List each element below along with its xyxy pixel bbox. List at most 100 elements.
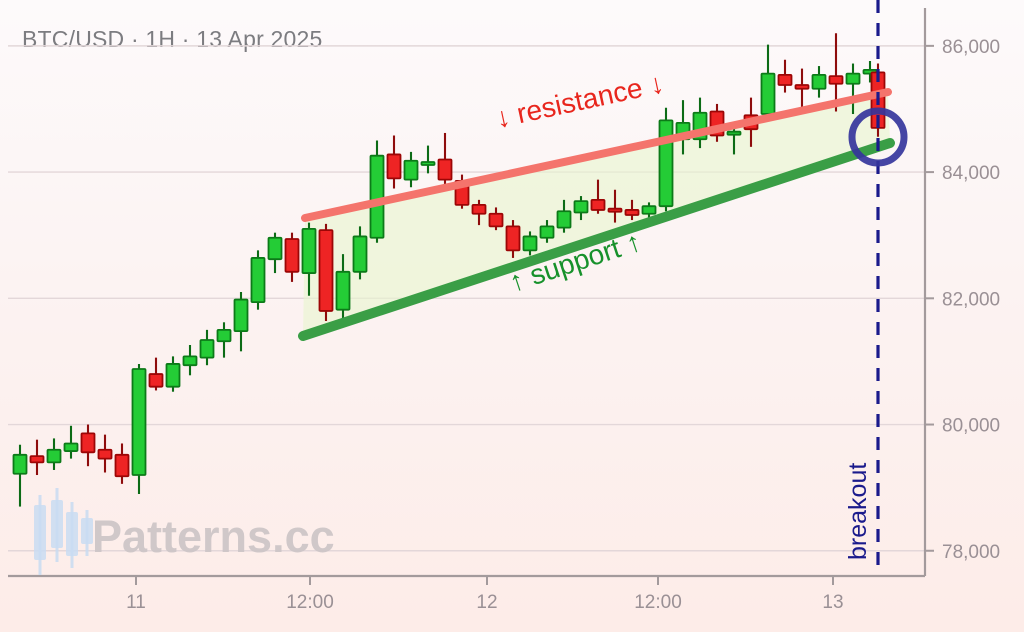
candlestick [471, 199, 487, 226]
candle-body [250, 257, 266, 303]
candle-body [284, 238, 300, 273]
candle-body [97, 448, 113, 460]
candlestick [46, 438, 62, 470]
candle-body [556, 210, 572, 229]
candle-body [811, 73, 827, 90]
breakout-circle-marker [848, 107, 908, 167]
y-axis-tick-label: 82,000 [942, 289, 1000, 310]
candle-body [216, 328, 232, 343]
candlestick [301, 222, 317, 296]
y-axis-tick-label: 86,000 [942, 37, 1000, 58]
x-axis-tick-label: 12:00 [286, 592, 334, 613]
candle-body [726, 130, 742, 136]
candlestick [811, 66, 827, 98]
candle-body [607, 207, 623, 213]
candlestick [641, 202, 657, 219]
candlestick [335, 254, 351, 327]
candle-body [641, 205, 657, 215]
y-axis-tick-label: 80,000 [942, 416, 1000, 437]
candlestick [352, 226, 368, 280]
candle-body [522, 235, 538, 252]
page-title: BTC/USD · 1H · 13 Apr 2025 [22, 26, 323, 52]
candle-body [505, 225, 521, 252]
x-axis-tick-label: 12 [476, 592, 497, 613]
y-axis-tick-label: 78,000 [942, 542, 1000, 563]
candlestick [522, 231, 538, 256]
x-axis-tick-label: 11 [126, 592, 146, 613]
candlestick [267, 232, 283, 274]
candlestick-logo-icon-body [34, 505, 46, 560]
candle-body [12, 453, 28, 475]
y-axis-tick-label: 84,000 [942, 163, 1000, 184]
candle-body [777, 73, 793, 86]
candlestick [539, 220, 555, 243]
candlestick [386, 135, 402, 189]
candle-body [471, 204, 487, 215]
candlestick [182, 345, 198, 376]
candle-body [352, 235, 368, 273]
candlestick [114, 443, 130, 484]
candlestick [556, 199, 572, 233]
candle-body [369, 154, 385, 239]
candle-body [335, 270, 351, 311]
candlestick [284, 232, 300, 282]
candlestick [165, 356, 181, 392]
candlestick [318, 223, 334, 322]
candle-body [590, 198, 606, 211]
candle-body [131, 368, 147, 476]
candlestick-logo-icon-body [81, 518, 93, 544]
candlestick [607, 189, 623, 223]
candle-body [233, 298, 249, 333]
candlestick [97, 434, 113, 473]
support-trendline [298, 138, 895, 341]
candlestick [845, 63, 861, 115]
candlestick [80, 424, 96, 467]
candlestick [199, 329, 215, 366]
candle-body [760, 72, 776, 115]
x-axis-tick-label: 12:00 [634, 592, 682, 613]
candle-body [437, 158, 453, 181]
candlestick [12, 444, 28, 507]
wedge-fill-area [303, 92, 890, 336]
candlestick [488, 207, 504, 231]
candle-body [301, 227, 317, 274]
candle-body [386, 153, 402, 180]
axes: 78,000 80,000 82,000 84,000 86,000 11 12:00 12 1… [8, 8, 1000, 613]
candlestick [250, 250, 266, 310]
candlestick [709, 103, 725, 142]
candlestick [658, 107, 674, 212]
candlestick [573, 196, 589, 221]
candle-body [488, 212, 504, 228]
candle-body [267, 236, 283, 261]
candlestick [403, 151, 419, 188]
candle-body [46, 448, 62, 464]
candlestick-logo-icon-body [51, 500, 63, 548]
candlestick [148, 357, 164, 391]
candlestick [624, 199, 640, 221]
candlestick [760, 44, 776, 121]
candlestick [63, 425, 79, 459]
wedge-region [303, 92, 890, 336]
candle-body [420, 161, 436, 166]
candlestick [794, 68, 810, 113]
candlestick [233, 292, 249, 352]
resistance-label: ↓ resistance ↓ [493, 67, 667, 133]
candlestick [777, 59, 793, 93]
candlestick [131, 363, 147, 494]
candle-body [165, 363, 181, 388]
candlestick [420, 145, 436, 174]
candle-body [845, 72, 861, 85]
resistance-trendline [301, 88, 892, 222]
watermark-text: Patterns.cc [92, 511, 335, 562]
trendlines [298, 88, 895, 341]
candlestick [216, 322, 232, 358]
candle-body [182, 355, 198, 367]
candlestick [437, 132, 453, 188]
candle-body [403, 159, 419, 181]
candle-body [539, 225, 555, 239]
candlestick [505, 220, 521, 258]
candle-body [29, 455, 45, 464]
candlestick [828, 33, 844, 112]
